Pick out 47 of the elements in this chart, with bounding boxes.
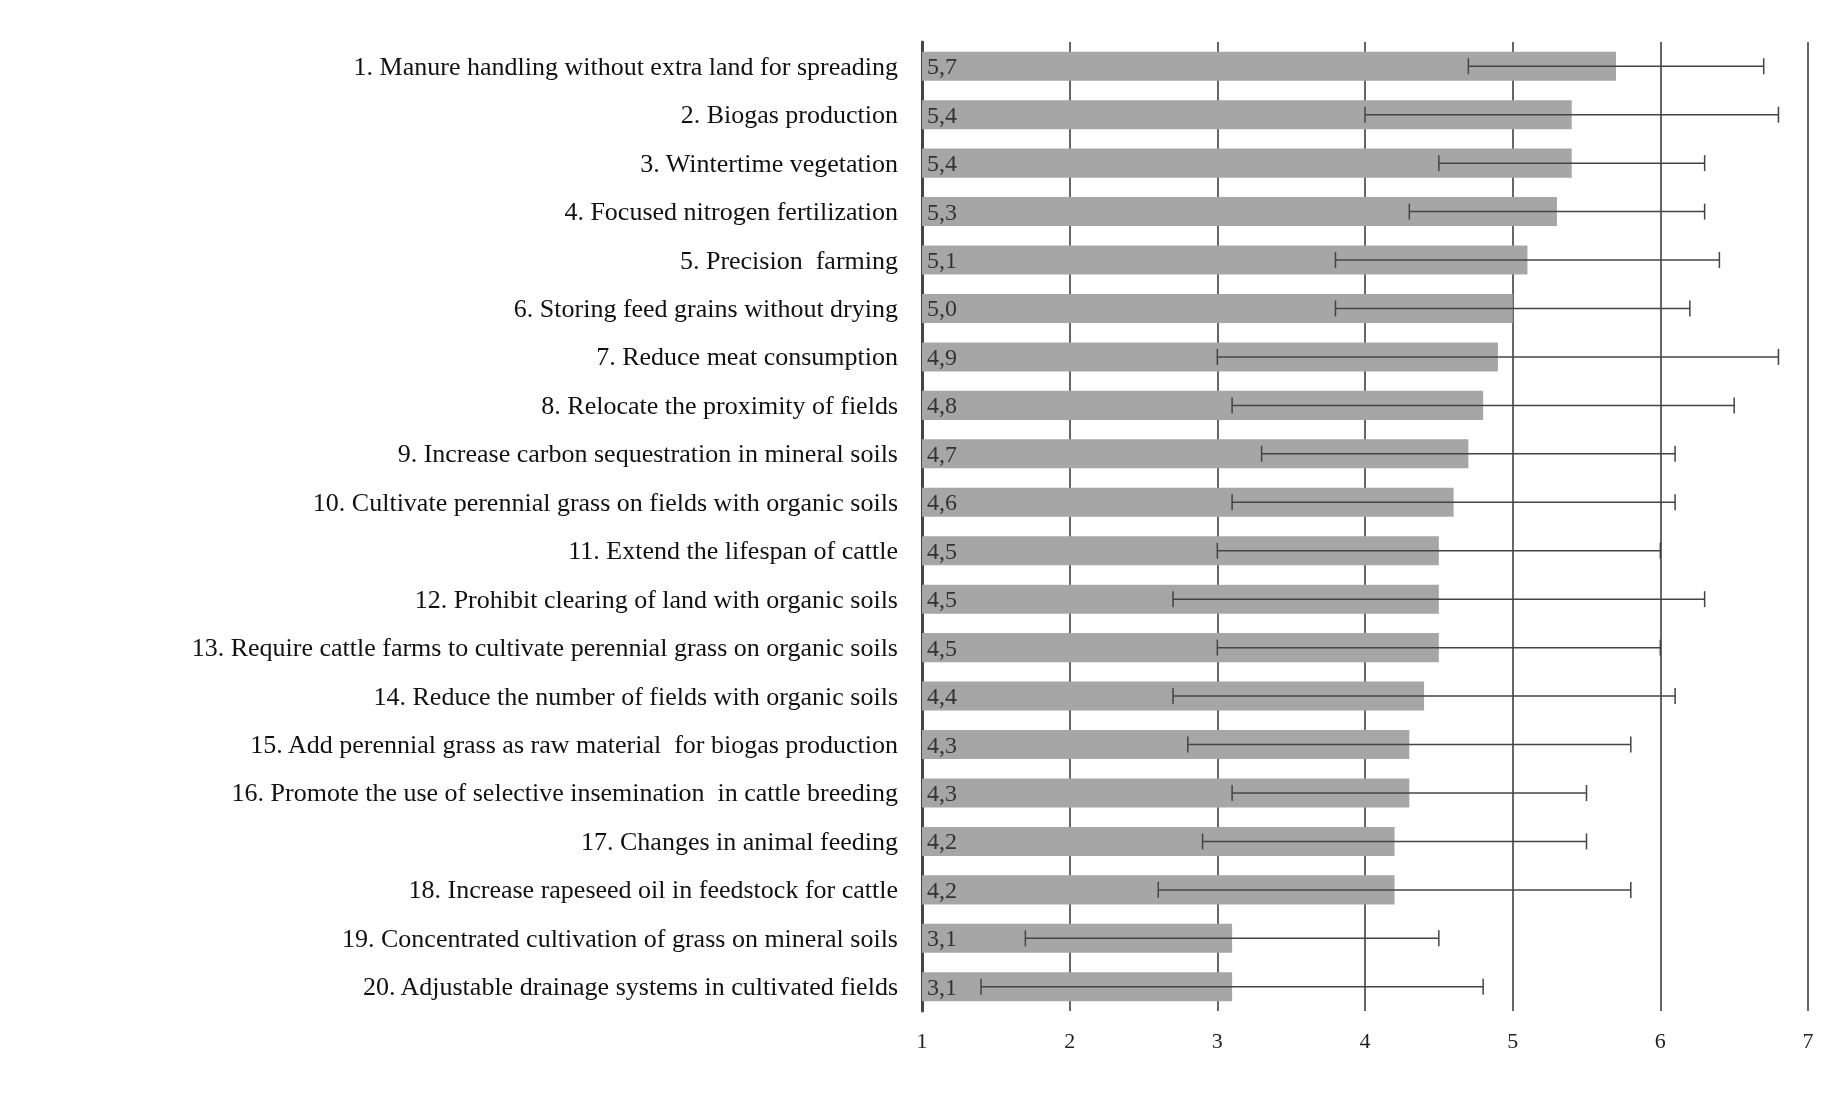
y-tick-label: 15. Add perennial grass as raw material for biogas production — [250, 730, 898, 760]
y-tick-label: 16. Promote the use of selective insemination in cattle breeding — [231, 778, 898, 808]
data-label: 4,3 — [927, 779, 957, 806]
y-tick-label: 20. Adjustable drainage systems in cultivated fields — [362, 972, 898, 1002]
y-tick-label: 7. Reduce meat consumption — [596, 342, 898, 372]
data-label: 5,0 — [927, 295, 957, 322]
data-label: 4,5 — [927, 537, 957, 564]
y-tick-label: 9. Increase carbon sequestration in mineral soils — [397, 439, 898, 469]
x-tick-label: 2 — [1064, 1027, 1076, 1053]
y-tick-label: 8. Relocate the proximity of fields — [541, 390, 898, 420]
y-tick-label: 4. Focused nitrogen fertilization — [564, 197, 898, 227]
x-tick-label: 5 — [1507, 1027, 1519, 1053]
x-tick-label: 4 — [1359, 1027, 1371, 1053]
x-tick-label: 1 — [916, 1027, 928, 1053]
data-label: 5,3 — [927, 198, 957, 225]
data-label: 3,1 — [927, 925, 957, 952]
data-label: 5,1 — [927, 247, 957, 274]
data-label: 3,1 — [927, 973, 957, 1000]
x-tick-label: 3 — [1211, 1027, 1223, 1053]
data-label: 4,6 — [927, 489, 957, 516]
data-label: 4,3 — [927, 731, 957, 758]
y-tick-label: 5. Precision farming — [679, 245, 898, 275]
data-label: 4,5 — [927, 634, 957, 661]
x-tick-label: 7 — [1802, 1027, 1814, 1053]
data-label: 4,9 — [927, 343, 957, 370]
data-label: 4,7 — [927, 440, 957, 467]
data-label: 4,8 — [927, 392, 957, 419]
data-label: 4,2 — [927, 876, 957, 903]
data-label: 4,2 — [927, 828, 957, 855]
y-tick-label: 11. Extend the lifespan of cattle — [568, 536, 898, 566]
y-tick-label: 1. Manure handling without extra land for spreading — [353, 51, 898, 81]
y-tick-label: 2. Biogas production — [680, 100, 898, 130]
data-label: 5,7 — [927, 53, 957, 80]
y-tick-label: 3. Wintertime vegetation — [640, 148, 898, 178]
y-tick-label: 18. Increase rapeseed oil in feedstock for cattle — [408, 875, 898, 905]
data-label: 5,4 — [927, 101, 957, 128]
data-label: 5,4 — [927, 150, 957, 177]
x-tick-label: 6 — [1654, 1027, 1666, 1053]
y-tick-label: 6. Storing feed grains without drying — [513, 293, 898, 323]
data-label: 4,5 — [927, 586, 957, 613]
y-tick-label: 10. Cultivate perennial grass on fields with organic soils — [312, 487, 898, 517]
data-label: 4,4 — [927, 683, 957, 710]
y-tick-label: 19. Concentrated cultivation of grass on mineral soils — [342, 923, 898, 953]
y-tick-label: 14. Reduce the number of fields with organic soils — [373, 681, 898, 711]
y-tick-label: 12. Prohibit clearing of land with organic soils — [414, 584, 898, 614]
y-tick-label: 17. Changes in animal feeding — [581, 826, 898, 856]
y-tick-label: 13. Require cattle farms to cultivate perennial grass on organic soils — [191, 633, 898, 663]
